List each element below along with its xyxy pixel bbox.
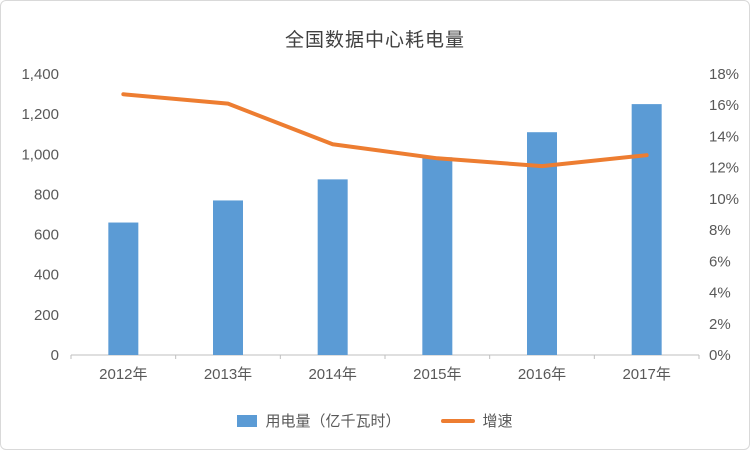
legend-label-growth: 增速 xyxy=(482,413,513,430)
x-axis-category-label: 2014年 xyxy=(308,366,356,383)
legend-label-consumption: 用电量（亿千瓦时） xyxy=(265,413,401,430)
x-axis-category-label: 2012年 xyxy=(99,366,147,383)
left-axis-tick-label: 800 xyxy=(34,186,59,203)
bar-2014年 xyxy=(317,179,348,355)
right-axis-tick-label: 16% xyxy=(709,97,739,114)
x-axis-category-label: 2017年 xyxy=(622,366,670,383)
right-axis-tick-label: 0% xyxy=(709,347,731,364)
left-axis-tick-label: 1,200 xyxy=(21,106,59,123)
left-axis-tick-label: 0 xyxy=(51,347,59,364)
right-axis-tick-label: 8% xyxy=(709,222,731,239)
legend-item-consumption: 用电量（亿千瓦时） xyxy=(237,410,401,431)
right-axis-tick-label: 2% xyxy=(709,316,731,333)
bar-2016年 xyxy=(527,132,557,355)
left-axis-tick-label: 200 xyxy=(34,307,59,324)
chart-title: 全国数据中心耗电量 xyxy=(284,30,465,51)
bar-2013年 xyxy=(213,200,243,355)
left-axis-tick-label: 1,400 xyxy=(21,66,59,83)
right-axis-tick-label: 6% xyxy=(709,253,731,270)
left-axis-tick-label: 400 xyxy=(34,267,59,284)
legend-item-growth: 增速 xyxy=(440,410,513,431)
bar-swatch-icon xyxy=(237,414,258,427)
bar-2017年 xyxy=(631,104,662,355)
chart-legend: 用电量（亿千瓦时） 增速 xyxy=(1,410,749,431)
right-axis-tick-label: 4% xyxy=(709,285,731,302)
right-axis-tick-label: 18% xyxy=(709,66,739,83)
x-axis-category-label: 2013年 xyxy=(204,366,252,383)
right-axis-tick-label: 10% xyxy=(709,191,739,208)
bar-2015年 xyxy=(422,157,453,355)
x-axis-category-label: 2016年 xyxy=(518,366,566,383)
right-axis-tick-label: 12% xyxy=(709,160,739,177)
line-swatch-icon xyxy=(440,418,475,423)
growth-line xyxy=(121,92,649,169)
x-axis-category-label: 2015年 xyxy=(413,366,461,383)
left-axis-tick-label: 1,000 xyxy=(21,146,59,163)
left-axis-tick-label: 600 xyxy=(34,227,59,244)
bar-2012年 xyxy=(108,222,139,355)
right-axis-tick-label: 14% xyxy=(709,128,739,145)
